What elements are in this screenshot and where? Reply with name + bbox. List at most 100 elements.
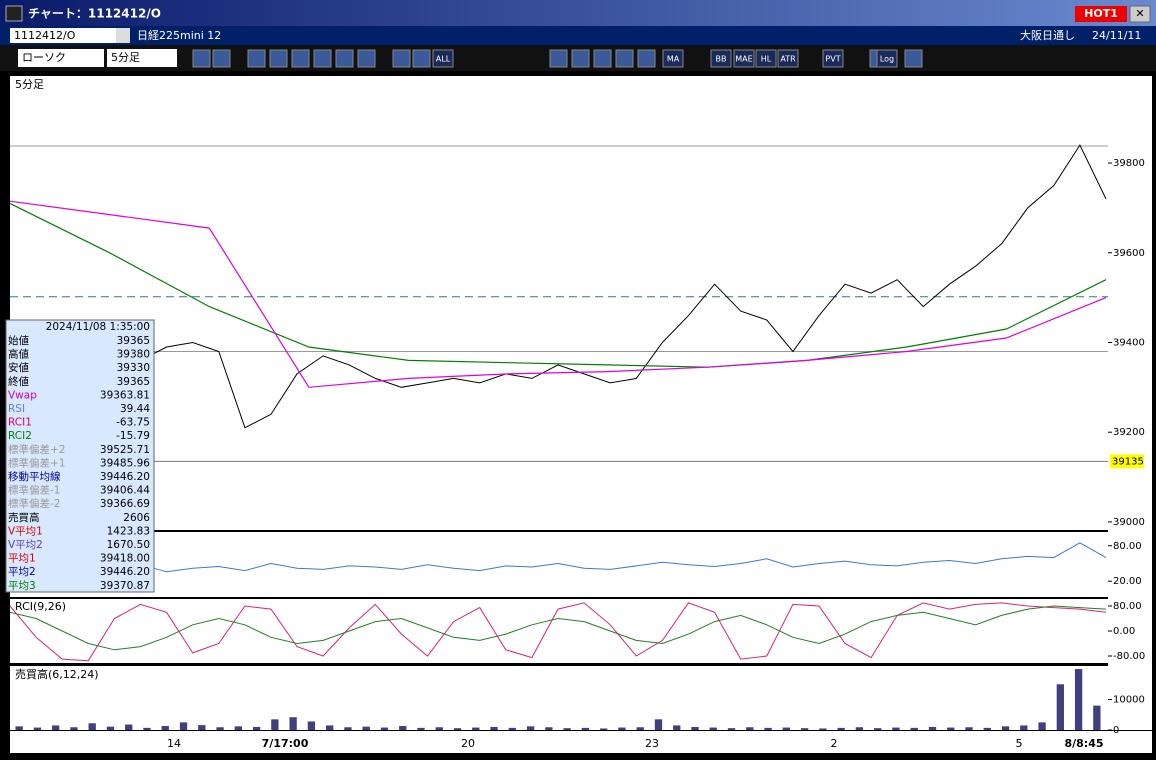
y-tick-label: 39400 [1113, 337, 1145, 348]
volume-bar [216, 727, 224, 730]
info-datetime: 2024/11/08 1:35:00 [46, 321, 150, 333]
interval-select[interactable] [107, 49, 177, 67]
toolbar-icon[interactable] [615, 49, 634, 68]
x-tick-label: 14 [167, 737, 181, 750]
close-icon: ✕ [1135, 7, 1144, 20]
toolbar-icon[interactable] [733, 49, 755, 68]
toolbar-icon[interactable] [822, 49, 844, 68]
info-label: 標準偏差-2 [8, 497, 60, 510]
toolbar-icon[interactable] [412, 49, 431, 68]
info-value: 39330 [117, 362, 150, 374]
volume-bar [88, 723, 96, 730]
volume-bar [70, 727, 78, 730]
toolbar-icon[interactable] [904, 49, 923, 68]
info-label: 標準偏差+1 [8, 456, 65, 469]
toolbar-icon-label: MAE [735, 55, 752, 64]
toolbar-icon[interactable] [392, 49, 411, 68]
y-tick-label: 0.00 [1113, 626, 1135, 637]
y-tick-label: 39000 [1113, 517, 1145, 528]
symbol-dropdown[interactable] [116, 28, 130, 43]
toolbar-icon[interactable] [432, 49, 454, 68]
info-value: 39.44 [120, 403, 150, 415]
info-value: 1423.83 [107, 525, 150, 537]
volume-bar [252, 726, 261, 730]
info-label: 終値 [8, 375, 29, 388]
toolbar-icon[interactable] [212, 49, 231, 68]
toolbar-icon[interactable] [755, 49, 777, 68]
toolbar-icon[interactable] [593, 49, 612, 68]
volume-bar [307, 721, 316, 730]
volume-bar [947, 727, 955, 730]
title-bar [0, 0, 1156, 26]
info-label: V平均2 [8, 539, 43, 551]
volume-bar [143, 727, 151, 730]
volume-bar [1074, 669, 1083, 730]
toolbar-icon[interactable] [247, 49, 266, 68]
symbol-bar [0, 26, 1156, 45]
info-value: 39418.00 [100, 553, 150, 565]
info-value: 1670.50 [107, 539, 150, 551]
volume-bar [326, 725, 334, 730]
info-label: 始値 [8, 334, 29, 347]
info-label: 平均3 [8, 580, 36, 592]
symbol-input[interactable] [10, 28, 130, 43]
x-tick-label: 5 [1016, 737, 1023, 750]
x-tick-label: 20 [461, 737, 475, 750]
volume-bar [855, 727, 864, 730]
info-value: 2606 [123, 512, 150, 524]
window-title: チャート：1112412/O [28, 7, 161, 21]
hot-badge[interactable] [1075, 6, 1127, 22]
volume-bar [161, 726, 169, 730]
toolbar-icon[interactable] [710, 49, 732, 68]
toolbar-icon[interactable] [549, 49, 568, 68]
info-value: 39446.20 [100, 566, 150, 578]
info-label: 標準偏差+2 [8, 443, 65, 456]
toolbar-icon[interactable] [291, 49, 310, 68]
y-tick-label: -80.00 [1113, 651, 1145, 662]
toolbar-icon[interactable] [192, 49, 211, 68]
y-tick-label: 39800 [1113, 158, 1145, 169]
toolbar-icon-label: BB [716, 55, 727, 64]
info-label: RCI2 [8, 430, 32, 442]
volume-bar [727, 728, 736, 730]
chart-type-select[interactable] [18, 49, 104, 67]
y-tick-label: 39200 [1113, 427, 1145, 438]
volume-bar [1020, 725, 1028, 730]
interval: 5分足 [111, 51, 140, 64]
volume-bar [636, 727, 644, 730]
volume-bar [764, 727, 772, 730]
info-label: 平均1 [8, 553, 36, 565]
info-value: 39525.71 [100, 444, 150, 456]
close-button[interactable] [1129, 5, 1151, 23]
toolbar-icon[interactable] [313, 49, 332, 68]
toolbar-icon[interactable] [662, 49, 684, 68]
x-tick-label: 8/8:45 [1064, 737, 1103, 750]
symbol-name: 日経225mini 12 [137, 29, 221, 42]
series-line [9, 602, 1107, 662]
toolbar-icon[interactable] [269, 49, 288, 68]
toolbar-icon[interactable] [357, 49, 376, 68]
volume-bar [837, 727, 845, 730]
volume-bar [198, 725, 206, 730]
info-value: 39446.20 [100, 471, 150, 483]
toolbar-icon[interactable] [637, 49, 656, 68]
toolbar-icon[interactable] [876, 49, 898, 68]
volume-bar [581, 727, 590, 730]
series-line [9, 144, 1107, 429]
symbol-code: 1112412/O [14, 29, 76, 42]
volume-bar [1038, 722, 1046, 730]
info-label: 平均2 [8, 566, 36, 578]
x-tick-label: 7/17:00 [262, 737, 309, 750]
volume-bar [800, 728, 809, 730]
toolbar-icon[interactable] [571, 49, 590, 68]
volume-bar [709, 727, 717, 730]
info-value: 39485.96 [100, 457, 150, 469]
toolbar-icon[interactable] [777, 49, 799, 68]
volume-bar [472, 727, 480, 730]
toolbar-icon[interactable] [335, 49, 354, 68]
volume-bar [563, 728, 571, 730]
x-axis-area [10, 731, 1152, 753]
volume-bar [928, 726, 937, 730]
volume-bar [234, 726, 242, 730]
